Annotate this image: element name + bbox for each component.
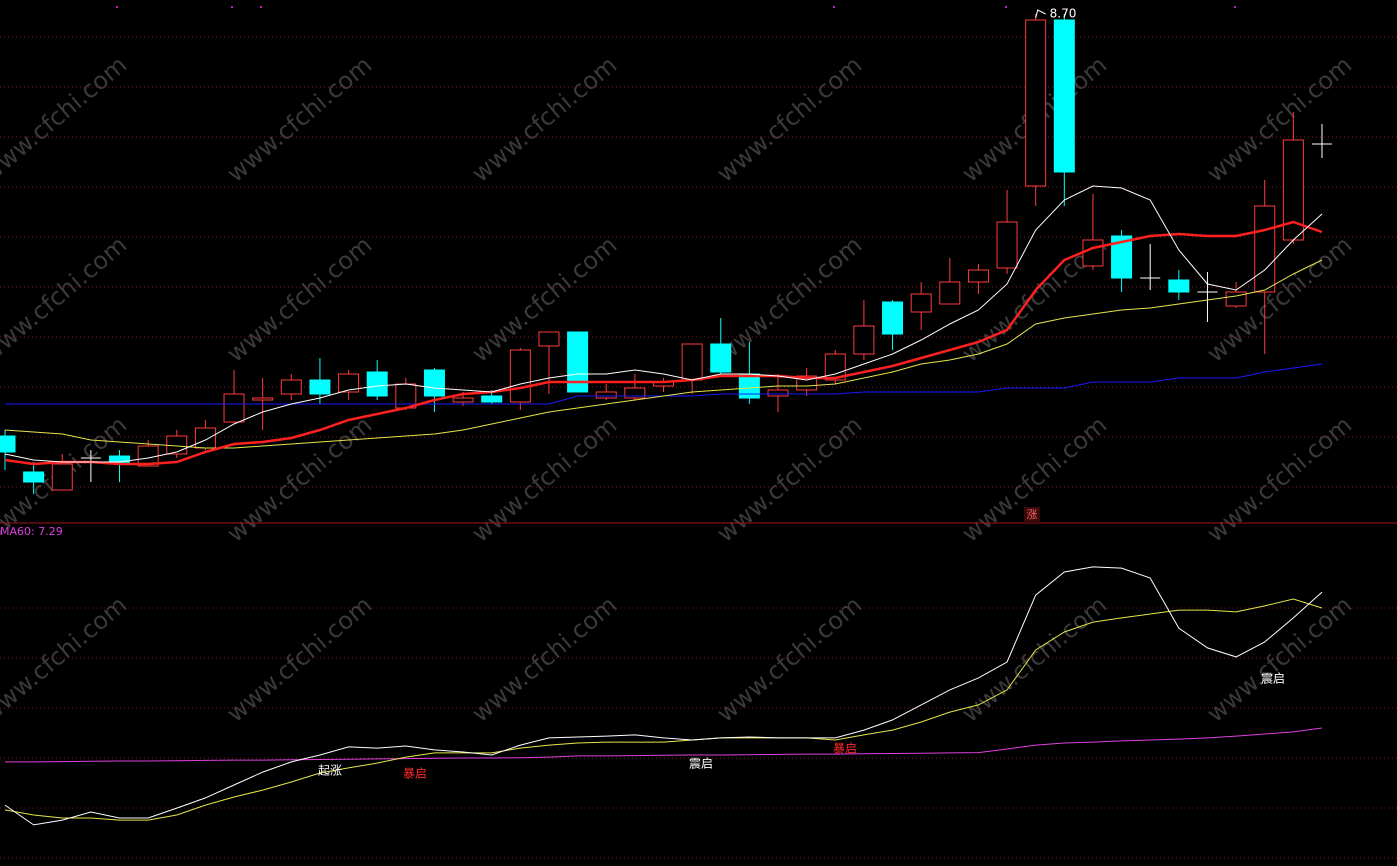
watermarks: www.cfchi.com www.cfchi.com www.cfchi.com w… <box>0 51 1357 728</box>
watermark: www.cfchi.com <box>956 591 1112 728</box>
candle-body <box>166 435 188 455</box>
watermark: www.cfchi.com <box>0 231 132 368</box>
candle-body <box>309 379 331 395</box>
candle-body <box>624 387 646 399</box>
candle-body <box>939 281 961 305</box>
watermark: www.cfchi.com <box>1201 411 1357 548</box>
price-panel: 8.70 涨 <box>0 7 1332 523</box>
watermark: www.cfchi.com <box>711 51 867 188</box>
candle-body <box>223 393 245 423</box>
signal-label: 震启 <box>689 757 713 771</box>
candle-body <box>1053 19 1075 173</box>
signal-label: 震启 <box>1261 672 1285 686</box>
watermark: www.cfchi.com <box>466 231 622 368</box>
top-dot <box>231 6 233 8</box>
ma-line <box>4 185 1323 463</box>
candle-body <box>967 269 989 283</box>
candle-body <box>1025 19 1047 187</box>
top-dot <box>260 6 262 8</box>
indicator-line <box>4 566 1323 826</box>
candle-body <box>910 293 932 313</box>
candle-body <box>338 373 360 393</box>
candle-body <box>853 325 875 355</box>
marker: 涨 <box>1027 508 1038 521</box>
candle-body <box>681 343 703 381</box>
signal-label: 起涨 <box>318 763 342 778</box>
ma-line <box>4 220 1323 466</box>
candle-body <box>767 389 789 397</box>
candle-body <box>538 331 560 347</box>
candle-body <box>51 463 73 491</box>
candle-body <box>595 391 617 399</box>
max-label: 8.70 <box>1050 7 1077 21</box>
candle-body <box>509 349 531 403</box>
watermark: www.cfchi.com <box>1201 51 1357 188</box>
candle-body <box>710 343 732 373</box>
candle-body <box>280 379 302 395</box>
ma-line <box>4 259 1323 449</box>
watermark: www.cfchi.com <box>466 51 622 188</box>
grid <box>0 6 1397 859</box>
candle-body <box>0 435 16 453</box>
watermark: www.cfchi.com <box>0 51 132 188</box>
candle-body <box>996 221 1018 269</box>
indicator-label: MA60: 7.29 <box>0 525 63 538</box>
candle-body <box>194 427 216 449</box>
watermark: www.cfchi.com <box>466 411 622 548</box>
candle-body <box>481 395 503 403</box>
watermark: www.cfchi.com <box>0 591 132 728</box>
top-dot <box>833 6 835 8</box>
top-dot <box>1234 6 1236 8</box>
candle-body <box>567 331 589 393</box>
candle-body <box>1111 235 1133 279</box>
candle-body <box>23 471 45 483</box>
candle-body <box>452 397 474 403</box>
candle-body <box>1082 239 1104 267</box>
candle-body <box>1168 279 1190 293</box>
candle-body <box>1225 291 1247 307</box>
watermark: www.cfchi.com <box>711 231 867 368</box>
candle-body <box>366 371 388 397</box>
candle-body <box>252 397 274 401</box>
top-dot <box>116 6 118 8</box>
marker-box <box>1024 507 1040 523</box>
max-pointer <box>1035 9 1046 19</box>
watermark: www.cfchi.com <box>1201 231 1357 368</box>
watermark: www.cfchi.com <box>711 411 867 548</box>
signal-label: 暴启 <box>403 767 427 781</box>
indicator-line <box>4 598 1323 821</box>
candle-body <box>824 353 846 381</box>
candle-body <box>1254 205 1276 293</box>
watermark: www.cfchi.com <box>956 411 1112 548</box>
candle-body <box>882 301 904 335</box>
watermark: www.cfchi.com <box>221 411 377 548</box>
watermark: www.cfchi.com <box>711 591 867 728</box>
top-dot <box>1005 6 1007 8</box>
indicator-line <box>5 727 1323 763</box>
candle-body <box>423 369 445 397</box>
watermark: www.cfchi.com <box>221 51 377 188</box>
watermark: www.cfchi.com <box>221 231 377 368</box>
watermark: www.cfchi.com <box>466 591 622 728</box>
watermark: www.cfchi.com <box>221 591 377 728</box>
signal-label: 暴启 <box>833 742 857 756</box>
